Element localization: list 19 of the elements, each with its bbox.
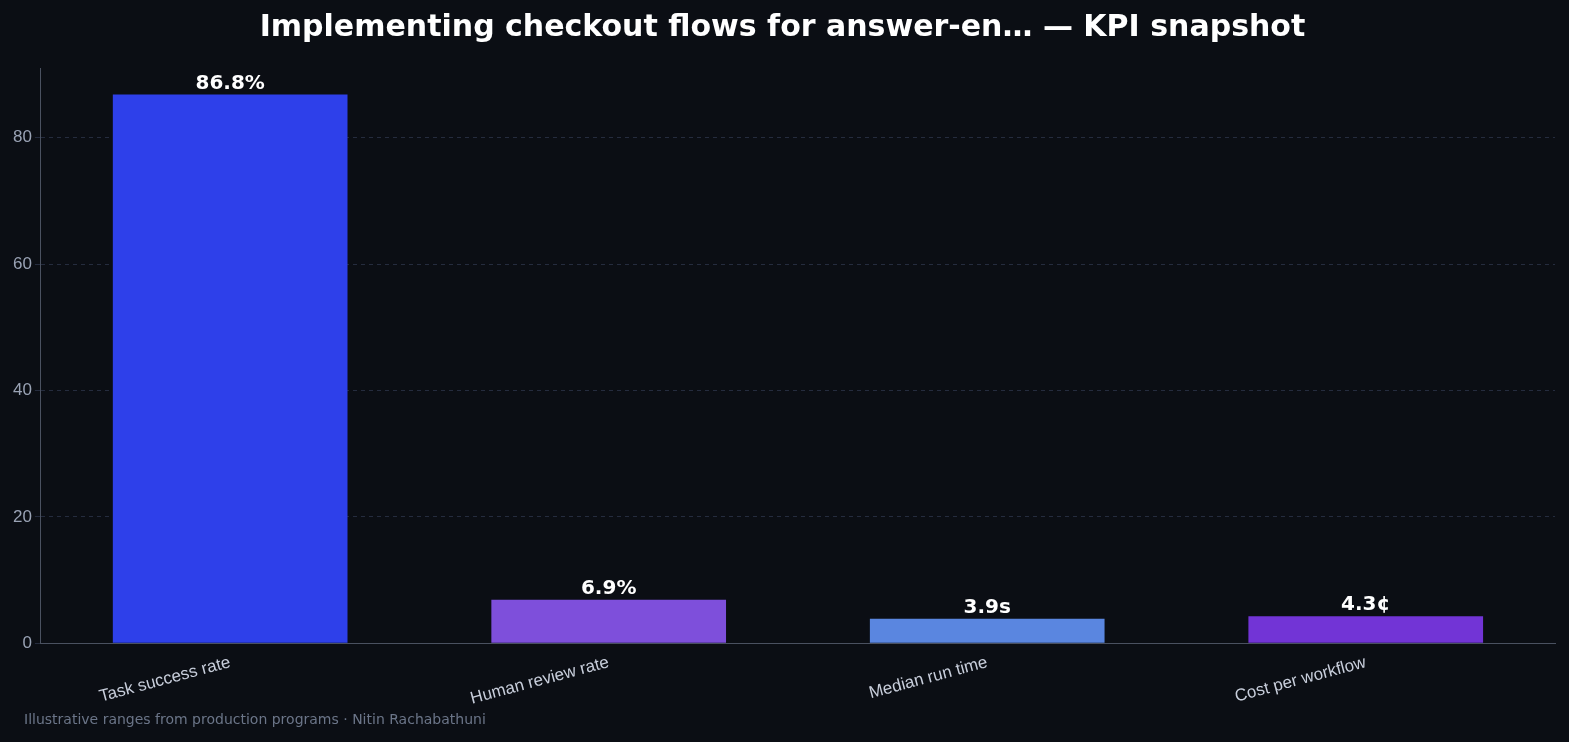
chart-title: Implementing checkout flows for answer-en… — KPI snapshot (259, 7, 1306, 43)
bar (869, 618, 1105, 643)
y-tick-label: 80 (12, 127, 32, 147)
data-label: 6.9% (580, 574, 637, 599)
bar (1248, 616, 1484, 643)
y-tick-label: 60 (12, 253, 32, 273)
text: Illustrative ranges from production programs · Nitin Rachabathuni (24, 711, 486, 727)
data-label: 4.3¢ (1341, 591, 1391, 616)
x-tick-label: Human review rate (468, 652, 611, 708)
data-label: 3.9s (963, 593, 1011, 618)
data-label: 86.8% (195, 69, 265, 94)
y-tick-label: 40 (12, 380, 32, 400)
x-tick-label: Cost per workflow (1232, 652, 1369, 706)
x-tick-label: Task success rate (97, 652, 233, 706)
bar (491, 599, 727, 643)
x-tick-label: Median run time (866, 652, 990, 703)
y-tick-label: 20 (12, 506, 32, 526)
y-tick-label: 0 (22, 633, 32, 653)
bar (112, 94, 348, 643)
